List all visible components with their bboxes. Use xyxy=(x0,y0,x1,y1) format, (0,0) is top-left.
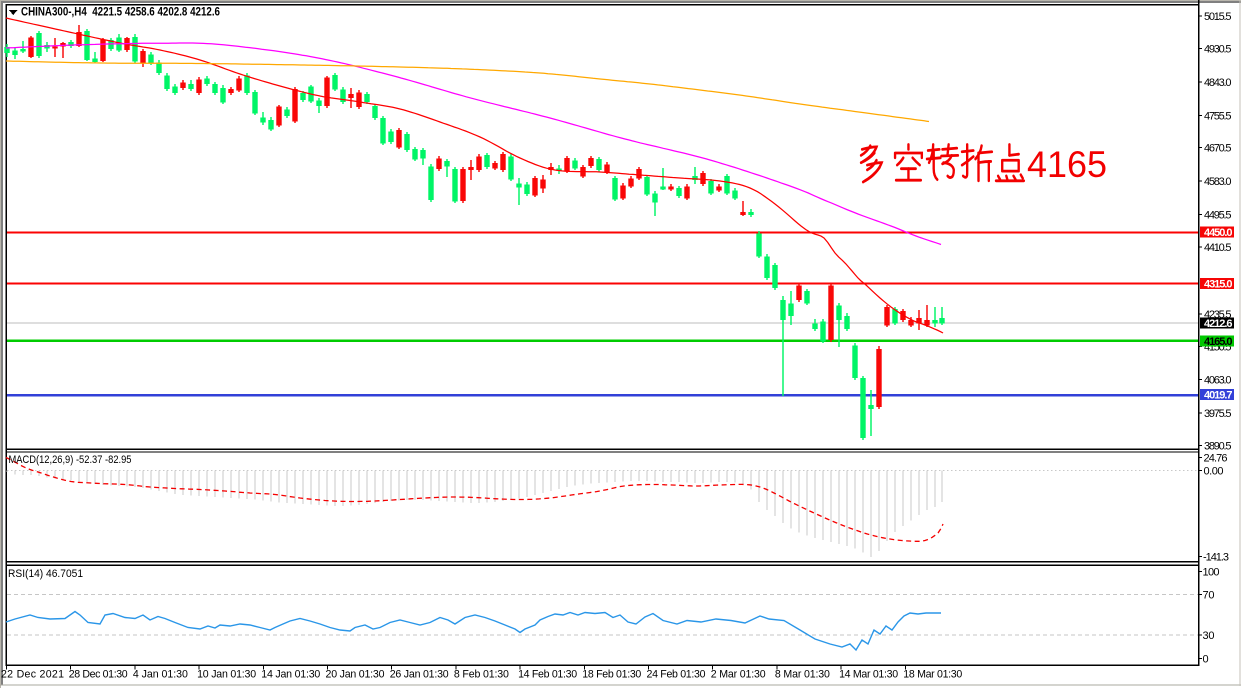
svg-text:0: 0 xyxy=(1203,654,1209,666)
svg-text:28 Dec 01:30: 28 Dec 01:30 xyxy=(69,669,128,681)
svg-text:18 Feb 01:30: 18 Feb 01:30 xyxy=(582,669,641,681)
svg-text:26 Jan 01:30: 26 Jan 01:30 xyxy=(390,669,449,681)
svg-text:8 Mar 01:30: 8 Mar 01:30 xyxy=(775,669,830,681)
svg-text:8 Feb 01:30: 8 Feb 01:30 xyxy=(454,669,509,681)
svg-text:MACD(12,26,9) -52.37 -82.95: MACD(12,26,9) -52.37 -82.95 xyxy=(9,454,132,466)
svg-text:RSI(14) 46.7051: RSI(14) 46.7051 xyxy=(8,568,83,580)
svg-text:4063.0: 4063.0 xyxy=(1204,375,1232,387)
svg-text:14 Mar 01:30: 14 Mar 01:30 xyxy=(839,669,898,681)
svg-text:4843.0: 4843.0 xyxy=(1204,77,1232,89)
svg-text:4495.5: 4495.5 xyxy=(1204,210,1232,222)
svg-text:24.76: 24.76 xyxy=(1204,453,1228,465)
svg-text:3890.5: 3890.5 xyxy=(1204,441,1232,453)
svg-text:100: 100 xyxy=(1203,567,1220,579)
svg-text:10 Jan 01:30: 10 Jan 01:30 xyxy=(197,669,256,681)
svg-text:4670.5: 4670.5 xyxy=(1204,143,1232,155)
svg-text:4410.5: 4410.5 xyxy=(1204,242,1232,254)
svg-text:4755.5: 4755.5 xyxy=(1204,110,1232,122)
svg-text:4583.0: 4583.0 xyxy=(1204,176,1232,188)
svg-text:CHINA300-,H4 4221.5 4258.6 42: CHINA300-,H4 4221.5 4258.6 4202.8 4212.6 xyxy=(21,7,220,19)
svg-text:4019.7: 4019.7 xyxy=(1204,390,1233,402)
svg-text:20 Jan 01:30: 20 Jan 01:30 xyxy=(326,669,385,681)
svg-text:24 Feb 01:30: 24 Feb 01:30 xyxy=(647,669,706,681)
svg-text:4 Jan 01:30: 4 Jan 01:30 xyxy=(133,669,188,681)
svg-text:18 Mar 01:30: 18 Mar 01:30 xyxy=(903,669,962,681)
svg-text:22 Dec 2021: 22 Dec 2021 xyxy=(1,669,64,681)
svg-text:4165: 4165 xyxy=(1027,144,1107,185)
svg-text:2 Mar 01:30: 2 Mar 01:30 xyxy=(711,669,766,681)
svg-text:4450.0: 4450.0 xyxy=(1204,227,1233,239)
svg-text:30: 30 xyxy=(1203,630,1215,642)
svg-text:-141.3: -141.3 xyxy=(1203,551,1229,563)
svg-text:70: 70 xyxy=(1203,590,1215,602)
svg-text:3975.5: 3975.5 xyxy=(1204,408,1232,420)
svg-text:5015.5: 5015.5 xyxy=(1204,11,1232,23)
svg-text:14 Feb 01:30: 14 Feb 01:30 xyxy=(518,669,577,681)
svg-text:4930.5: 4930.5 xyxy=(1204,44,1232,56)
svg-text:4212.6: 4212.6 xyxy=(1204,318,1233,330)
svg-text:0.00: 0.00 xyxy=(1204,466,1224,478)
svg-text:4315.0: 4315.0 xyxy=(1204,279,1233,291)
svg-text:14 Jan 01:30: 14 Jan 01:30 xyxy=(261,669,320,681)
svg-text:4165.0: 4165.0 xyxy=(1204,336,1233,348)
